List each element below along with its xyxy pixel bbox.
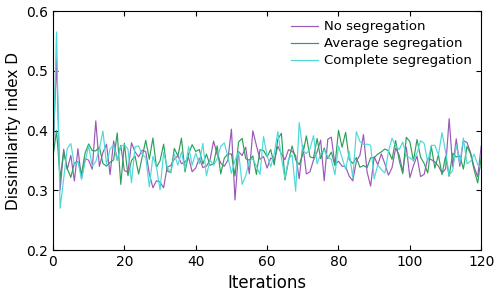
No segregation [50,157,56,160]
Complete segregation [57,207,63,210]
Average segregation [93,149,99,153]
Complete segregation [457,161,463,165]
No segregation [346,174,352,178]
Average segregation [50,155,56,159]
Complete segregation [478,167,484,170]
Line: No segregation: No segregation [53,59,482,200]
Average segregation [346,158,352,161]
Average segregation [336,128,342,132]
No segregation [54,57,60,60]
Line: Average segregation: Average segregation [53,130,482,184]
Complete segregation [50,156,56,160]
No segregation [154,179,160,182]
No segregation [457,164,463,168]
Complete segregation [100,129,106,133]
Complete segregation [157,188,163,192]
No segregation [478,144,484,148]
No segregation [232,198,238,202]
No segregation [325,137,331,141]
No segregation [96,165,102,168]
Legend: No segregation, Average segregation, Complete segregation: No segregation, Average segregation, Com… [286,15,478,72]
Line: Complete segregation: Complete segregation [53,32,482,208]
Average segregation [457,154,463,158]
Complete segregation [346,150,352,153]
Complete segregation [325,155,331,159]
Y-axis label: Dissimilarity index D: Dissimilarity index D [6,52,20,209]
No segregation [239,154,245,157]
Average segregation [154,165,160,169]
Average segregation [321,146,327,150]
Complete segregation [239,183,245,186]
Complete segregation [54,30,60,34]
Average segregation [478,155,484,159]
Average segregation [236,140,242,144]
Average segregation [118,183,124,186]
X-axis label: Iterations: Iterations [228,274,306,292]
